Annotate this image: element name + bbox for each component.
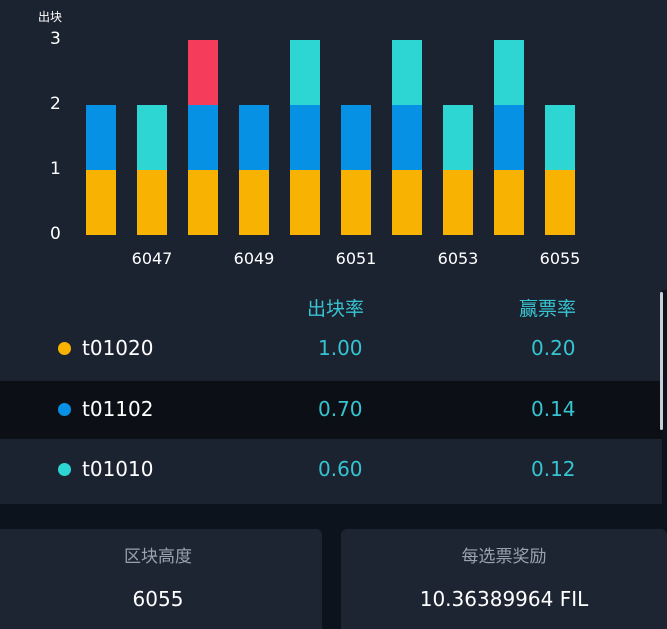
table-scrollbar[interactable] xyxy=(660,292,663,430)
stacked-bar-chart: 出块 0 1 2 3 6047 6049 6051 6053 6055 xyxy=(38,10,581,268)
miner-id: t01010 xyxy=(82,457,154,481)
y-tick-label: 2 xyxy=(50,94,61,114)
series-color-dot xyxy=(58,463,71,476)
bar-segment[interactable] xyxy=(494,105,524,170)
bar-segment[interactable] xyxy=(188,170,218,235)
miner-id: t01102 xyxy=(82,397,154,421)
reward-per-ticket-card: 每选票奖励 10.36389964 FIL xyxy=(341,529,667,629)
table-row[interactable]: t01010 0.60 0.12 xyxy=(0,441,662,499)
block-rate-value: 0.70 xyxy=(318,397,363,421)
bar-segment[interactable] xyxy=(494,40,524,105)
table-row[interactable]: t01102 0.70 0.14 xyxy=(0,381,662,439)
bars-group xyxy=(86,40,575,235)
x-tick-label: 6055 xyxy=(540,249,581,268)
y-tick-label: 0 xyxy=(50,224,61,244)
bar-segment[interactable] xyxy=(86,105,116,170)
reward-per-ticket-value: 10.36389964 FIL xyxy=(419,587,589,611)
x-tick-label: 6051 xyxy=(336,249,377,268)
bar-segment[interactable] xyxy=(341,105,371,170)
y-tick-label: 1 xyxy=(50,159,61,179)
x-axis-ticks: 6047 6049 6051 6053 6055 xyxy=(132,249,581,268)
bar-segment[interactable] xyxy=(86,170,116,235)
chart-panel: 出块 0 1 2 3 6047 6049 6051 6053 6055 xyxy=(0,0,667,290)
bar-segment[interactable] xyxy=(188,40,218,105)
x-tick-label: 6049 xyxy=(234,249,275,268)
bar-segment[interactable] xyxy=(137,105,167,170)
y-tick-label: 3 xyxy=(50,29,61,49)
block-rate-value: 1.00 xyxy=(318,336,363,360)
miner-table: 出块率 赢票率 t01020 1.00 0.20 t01102 0.70 0.1… xyxy=(0,286,662,504)
miner-id: t01020 xyxy=(82,336,154,360)
x-tick-label: 6053 xyxy=(438,249,479,268)
y-axis-ticks: 0 1 2 3 xyxy=(50,29,61,244)
win-rate-value: 0.20 xyxy=(531,336,576,360)
bar-segment[interactable] xyxy=(545,170,575,235)
win-rate-value: 0.12 xyxy=(531,457,576,481)
series-color-dot xyxy=(58,342,71,355)
y-axis-unit-label: 出块 xyxy=(38,10,62,24)
header-block-rate: 出块率 xyxy=(307,298,365,320)
bar-segment[interactable] xyxy=(443,170,473,235)
bar-segment[interactable] xyxy=(239,170,269,235)
bar-segment[interactable] xyxy=(545,105,575,170)
bar-segment[interactable] xyxy=(290,105,320,170)
win-rate-value: 0.14 xyxy=(531,397,576,421)
bar-segment[interactable] xyxy=(137,170,167,235)
bar-segment[interactable] xyxy=(443,105,473,170)
bar-segment[interactable] xyxy=(188,105,218,170)
bar-segment[interactable] xyxy=(290,40,320,105)
reward-per-ticket-label: 每选票奖励 xyxy=(461,547,547,567)
bar-segment[interactable] xyxy=(290,170,320,235)
series-color-dot xyxy=(58,403,71,416)
block-height-label: 区块高度 xyxy=(124,547,192,567)
bar-segment[interactable] xyxy=(341,170,371,235)
header-win-rate: 赢票率 xyxy=(519,298,577,320)
table-row[interactable]: t01020 1.00 0.20 xyxy=(0,320,662,378)
x-tick-label: 6047 xyxy=(132,249,173,268)
bar-segment[interactable] xyxy=(392,170,422,235)
bar-segment[interactable] xyxy=(392,40,422,105)
bar-segment[interactable] xyxy=(392,105,422,170)
block-height-value: 6055 xyxy=(132,587,184,611)
bar-segment[interactable] xyxy=(239,105,269,170)
block-height-card: 区块高度 6055 xyxy=(0,529,322,629)
block-rate-value: 0.60 xyxy=(318,457,363,481)
bar-segment[interactable] xyxy=(494,170,524,235)
